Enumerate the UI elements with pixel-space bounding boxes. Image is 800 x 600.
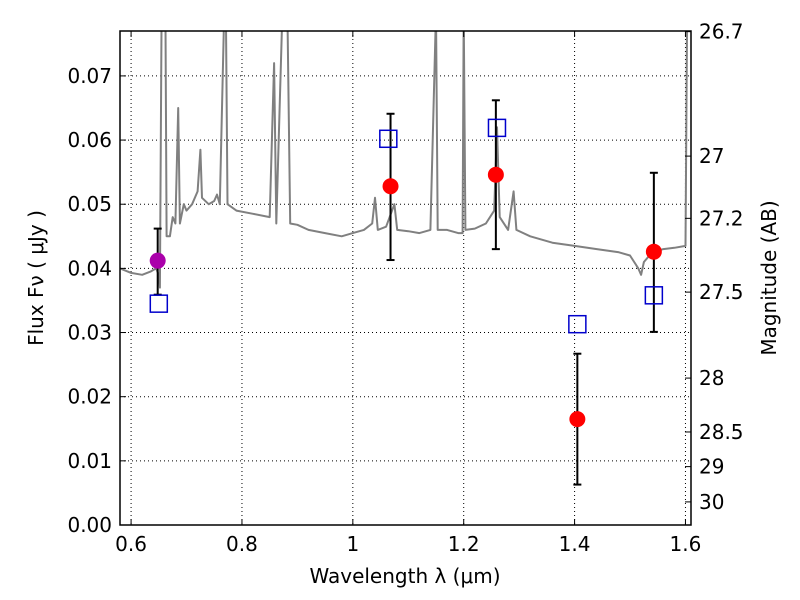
y2-tick-label: 27 [699,144,724,168]
y-tick-label: 0.00 [67,513,112,537]
model-square-marker [644,286,664,305]
y-tick-label: 0.04 [67,256,112,280]
y2-tick-label: 29 [699,455,724,479]
observed-detections-point [487,166,504,183]
grid-layer [120,31,691,526]
y-tick-label: 0.07 [67,64,112,88]
marker-layer [149,118,664,428]
y-tick-label: 0.05 [67,192,112,216]
observed-optical-point [149,252,166,269]
y2-tick-label: 28.5 [699,420,744,444]
x-tick-label: 1.2 [448,532,480,556]
model-square-marker [487,118,507,138]
errorbar-layer [153,99,658,486]
y2-tick-label: 30 [699,490,724,514]
observed-detections-point [382,178,399,195]
y2-tick-label: 27.2 [699,206,744,230]
plot-frame [119,30,692,526]
y2-axis: 26.7 27 27.2 27.5 28 28.5 29 30 [685,20,744,514]
y2-axis-label: Magnitude (AB) [757,200,781,355]
x-tick-label: 1.4 [559,532,591,556]
y2-tick-label: 27.5 [699,280,744,304]
model-square-marker [379,129,398,149]
y-tick-label: 0.02 [67,385,112,409]
y2-tick-label: 28 [699,366,724,390]
y-tick-label: 0.06 [67,128,112,152]
observed-detections-point [569,411,586,428]
y-tick-label: 0.03 [67,321,112,345]
x-tick-label: 1.6 [670,532,702,556]
x-tick-label: 1 [346,532,359,556]
y2-tick-label: 26.7 [699,20,744,44]
y-axis-label: Flux Fν ( μJy ) [24,210,48,346]
model-square-marker [149,294,169,313]
x-tick-label: 0.6 [115,532,147,556]
x-axis: 0.6 0.8 1 1.2 1.4 1.6 [115,31,701,556]
y-axis: 0.00 0.01 0.02 0.03 0.04 0.05 0.06 0.07 [67,64,126,537]
model-spectrum-line [120,31,688,289]
observed-detections-point [645,243,662,260]
spectrum-layer [120,31,688,289]
model-square-marker [568,314,587,334]
y-tick-label: 0.01 [67,449,112,473]
x-tick-label: 0.8 [226,532,258,556]
x-axis-label: Wavelength λ (μm) [309,564,500,588]
